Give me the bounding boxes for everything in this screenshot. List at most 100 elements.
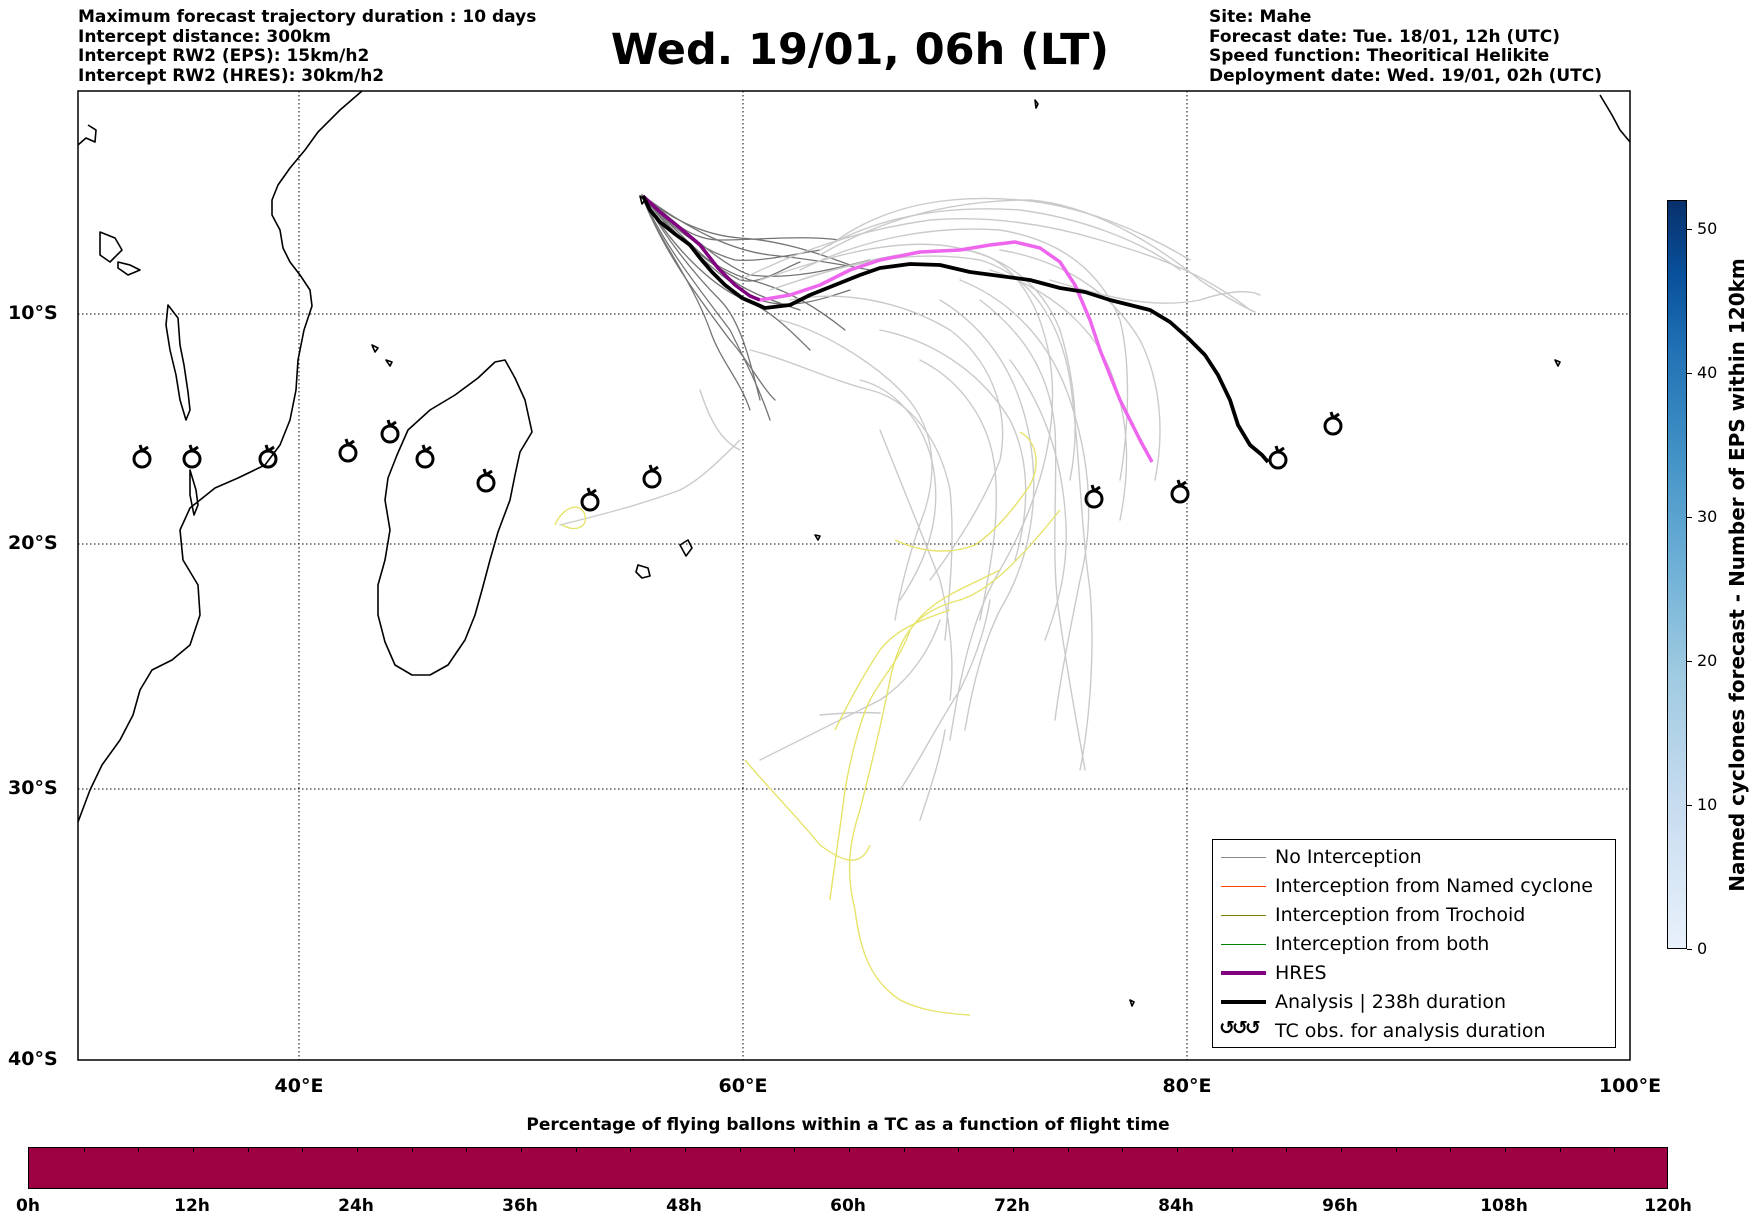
map-legend: No Interception Interception from Named … — [1212, 839, 1616, 1048]
tc-obs-symbol — [1170, 479, 1190, 504]
lat-label-10s: 10°S — [8, 302, 58, 324]
eps-trajectory — [641, 194, 771, 421]
colorbar-bottom-minor-tick — [1559, 1148, 1561, 1152]
maldives-island — [1034, 99, 1039, 109]
eps-trajectory — [819, 199, 1256, 313]
colorbar-bottom-minor-tick — [1505, 1148, 1506, 1152]
eps-trajectory — [759, 243, 1076, 481]
trochoid-track — [744, 759, 871, 861]
legend-label: No Interception — [1275, 846, 1422, 868]
named-cyclones-colorbar — [1667, 200, 1687, 949]
legend-label: Interception from both — [1275, 933, 1490, 955]
tc-obs-symbol — [476, 468, 496, 493]
colorbar-right-tick — [1687, 228, 1692, 230]
colorbar-bottom-minor-tick — [193, 1148, 194, 1152]
header-right-line: Site: Mahe — [1209, 7, 1312, 27]
legend-label: TC obs. for analysis duration — [1275, 1020, 1546, 1042]
eps-trajectory — [759, 619, 941, 761]
colorbar-bottom-minor-tick — [83, 1148, 85, 1152]
eps-trajectory — [769, 249, 1054, 741]
eps-trajectory — [641, 194, 851, 266]
colorbar-bottom-tick-label: 108h — [1480, 1196, 1528, 1216]
legend-label: Interception from Trochoid — [1275, 904, 1526, 926]
legend-label: Interception from Named cyclone — [1275, 875, 1593, 897]
colorbar-right-title: Named cyclones forecast - Number of EPS … — [1725, 258, 1749, 892]
madagascar-coastline — [377, 359, 533, 676]
lat-label-30s: 30°S — [8, 777, 58, 799]
colorbar-bottom-minor-tick — [575, 1148, 577, 1152]
lake-victoria — [99, 231, 123, 263]
colorbar-bottom-minor-tick — [247, 1148, 249, 1152]
header-left-info: Maximum forecast trajectory duration : 1… — [78, 7, 536, 86]
arabia-coastline — [78, 124, 97, 146]
colorbar-bottom-minor-tick — [849, 1148, 850, 1152]
trochoid-track — [834, 609, 951, 731]
tc-obs-symbol — [182, 444, 202, 469]
colorbar-bottom-minor-tick — [958, 1148, 960, 1152]
eps-trajectory — [819, 208, 1181, 271]
tc-obs-symbol — [338, 438, 358, 463]
tc-obs-symbol — [258, 444, 278, 469]
colorbar-bottom-minor-tick — [411, 1148, 413, 1152]
colorbar-bottom-tick-label: 84h — [1158, 1196, 1194, 1216]
legend-swatch — [1221, 971, 1266, 975]
sumatra-coast — [1599, 94, 1630, 143]
colorbar-bottom-minor-tick — [466, 1148, 468, 1152]
trochoid-track — [829, 569, 1001, 901]
eps-trajectory — [779, 319, 933, 621]
eps-far-trajectories — [559, 197, 1261, 821]
eps-trajectory — [999, 249, 1161, 481]
eps-trajectory — [559, 439, 741, 526]
header-left-line: Intercept RW2 (EPS): 15km/h2 — [78, 46, 370, 66]
mauritius — [679, 539, 693, 557]
colorbar-bottom-minor-tick — [138, 1148, 140, 1152]
eps-trajectory — [899, 599, 991, 791]
eps-trajectory — [989, 269, 1128, 521]
africa-coastline — [78, 91, 363, 823]
colorbar-bottom-title: Percentage of flying ballons within a TC… — [526, 1115, 1170, 1135]
colorbar-bottom-tick-label: 36h — [502, 1196, 538, 1216]
eps-trajectories — [559, 194, 1261, 821]
colorbar-bottom-minor-tick — [1286, 1148, 1288, 1152]
legend-swatch — [1221, 1000, 1266, 1004]
lon-label-60e: 60°E — [718, 1075, 768, 1097]
colorbar-right-tick-label: 40 — [1697, 362, 1718, 382]
lon-label-100e: 100°E — [1598, 1075, 1662, 1097]
header-left-line: Intercept RW2 (HRES): 30km/h2 — [78, 65, 385, 86]
eps-trajectory — [829, 197, 1191, 261]
hres-track — [759, 240, 1154, 463]
tc-obs-symbol — [1268, 445, 1288, 470]
colorbar-right-tick — [1687, 804, 1692, 806]
eps-trajectory — [641, 194, 871, 271]
lon-label-80e: 80°E — [1162, 1075, 1212, 1097]
legend-item-tc-obs: ↺↺↺ TC obs. for analysis duration — [1213, 1017, 1615, 1046]
tc-obs-symbol — [132, 444, 152, 469]
colorbar-bottom-minor-tick — [739, 1148, 741, 1152]
lat-label-20s: 20°S — [8, 532, 58, 554]
colorbar-bottom-minor-tick — [1614, 1148, 1616, 1152]
lon-label-40e: 40°E — [274, 1075, 324, 1097]
colorbar-bottom-minor-tick — [1231, 1148, 1233, 1152]
tc-obs-symbol — [415, 444, 435, 469]
small-island — [1554, 359, 1561, 367]
eps-trajectory — [749, 349, 953, 641]
colorbar-bottom-minor-tick — [1122, 1148, 1124, 1152]
reunion — [635, 564, 651, 579]
header-right-line: Speed function: Theoritical Helikite — [1209, 46, 1550, 66]
eps-trajectory — [879, 429, 953, 701]
eps-trajectory — [799, 228, 1129, 481]
eps-trajectory — [641, 194, 761, 401]
trochoid-track — [848, 509, 1061, 1016]
legend-swatch — [1221, 944, 1266, 945]
tc-obs-legend-icon: ↺↺↺ — [1219, 1017, 1261, 1039]
legend-swatch — [1221, 915, 1266, 916]
colorbar-bottom-tick-label: 12h — [174, 1196, 210, 1216]
colorbar-bottom-minor-tick — [1450, 1148, 1452, 1152]
hres-track-dark — [641, 194, 761, 302]
colorbar-right-tick — [1687, 516, 1692, 518]
small-island — [1129, 999, 1135, 1007]
eps-trajectory — [959, 279, 1090, 721]
colorbar-bottom-tick-label: 120h — [1644, 1196, 1692, 1216]
header-right-line: Deployment date: Wed. 19/01, 02h (UTC) — [1209, 65, 1603, 86]
